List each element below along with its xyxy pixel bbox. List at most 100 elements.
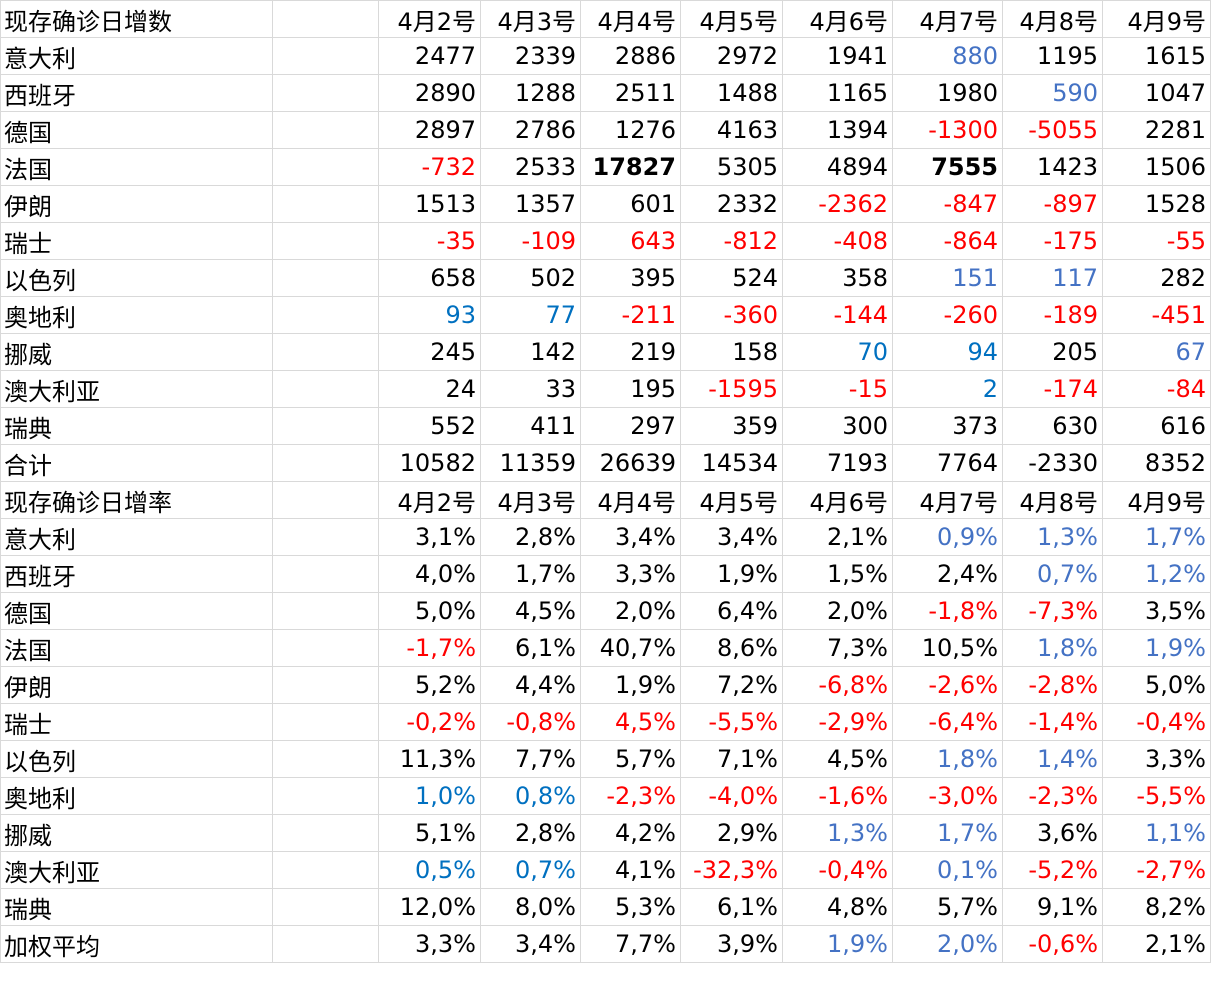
data-cell: 7,3% [782, 629, 893, 667]
header-row: 现存确诊日增率 4月2号 4月3号 4月4号 4月5号 4月6号 4月7号 4月8号 4月9号 [0, 481, 1211, 519]
data-cell: 1357 [480, 185, 581, 223]
data-cell: 7193 [782, 444, 893, 482]
data-cell: 7555 [892, 148, 1003, 186]
row-label: 德国 [0, 111, 273, 149]
column-header: 4月8号 [1002, 0, 1103, 38]
row-label: 伊朗 [0, 185, 273, 223]
data-cell: 9,1% [1002, 888, 1103, 926]
data-cell: 395 [580, 259, 681, 297]
data-cell: 2533 [480, 148, 581, 186]
data-cell: 3,4% [580, 518, 681, 556]
data-cell: 1276 [580, 111, 681, 149]
sheet-body: 现存确诊日增数 4月2号 4月3号 4月4号 4月5号 4月6号 4月7号 4月8号 4月9号意… [0, 0, 1211, 963]
data-cell: -732 [378, 148, 481, 186]
data-cell: 524 [680, 259, 783, 297]
data-cell: 17827 [580, 148, 681, 186]
data-row: 澳大利亚 0,5% 0,7% 4,1% -32,3% -0,4% 0,1% -5,2% -2,7… [0, 851, 1211, 889]
data-cell: -189 [1002, 296, 1103, 334]
data-cell: 1,2% [1102, 555, 1211, 593]
row-label: 以色列 [0, 259, 273, 297]
row-label: 意大利 [0, 37, 273, 75]
data-cell: 219 [580, 333, 681, 371]
data-cell: -1,6% [782, 777, 893, 815]
data-cell: -55 [1102, 222, 1211, 260]
data-row: 挪威 245 142 219 158 70 94 205 67 [0, 333, 1211, 371]
row-label: 西班牙 [0, 74, 273, 112]
data-row: 意大利 3,1% 2,8% 3,4% 3,4% 2,1% 0,9% 1,3% 1,7% [0, 518, 1211, 556]
data-cell: -864 [892, 222, 1003, 260]
data-cell: -0,4% [1102, 703, 1211, 741]
row-label: 奥地利 [0, 777, 273, 815]
row-label: 瑞士 [0, 222, 273, 260]
data-cell: 3,4% [480, 925, 581, 963]
empty-cell [272, 444, 379, 482]
data-cell: -2,9% [782, 703, 893, 741]
data-cell: 2,9% [680, 814, 783, 852]
data-cell: 2886 [580, 37, 681, 75]
data-cell: 1,9% [680, 555, 783, 593]
data-cell: 2890 [378, 74, 481, 112]
data-cell: -174 [1002, 370, 1103, 408]
data-cell: 24 [378, 370, 481, 408]
data-cell: 2,0% [580, 592, 681, 630]
data-cell: 5,0% [1102, 666, 1211, 704]
data-cell: 93 [378, 296, 481, 334]
data-cell: 1047 [1102, 74, 1211, 112]
data-row: 法国 -732 2533 17827 5305 4894 7555 1423 1506 [0, 148, 1211, 186]
data-cell: 373 [892, 407, 1003, 445]
data-cell: 5,0% [378, 592, 481, 630]
column-header: 4月7号 [892, 0, 1003, 38]
data-cell: 1288 [480, 74, 581, 112]
data-cell: 7,7% [580, 925, 681, 963]
data-cell: 2511 [580, 74, 681, 112]
data-cell: 3,4% [680, 518, 783, 556]
data-cell: -408 [782, 222, 893, 260]
data-row: 合计 10582 11359 26639 14534 7193 7764 -2330 8352 [0, 444, 1211, 482]
data-cell: 2,0% [892, 925, 1003, 963]
column-header: 4月2号 [378, 481, 481, 519]
data-cell: 1,0% [378, 777, 481, 815]
data-cell: 0,5% [378, 851, 481, 889]
data-cell: 1488 [680, 74, 783, 112]
data-cell: 7,2% [680, 666, 783, 704]
data-cell: -2330 [1002, 444, 1103, 482]
data-cell: 2,1% [782, 518, 893, 556]
empty-cell [272, 370, 379, 408]
data-cell: 880 [892, 37, 1003, 75]
data-cell: 4,0% [378, 555, 481, 593]
data-cell: -3,0% [892, 777, 1003, 815]
data-cell: 1195 [1002, 37, 1103, 75]
data-cell: 14534 [680, 444, 783, 482]
data-cell: 1423 [1002, 148, 1103, 186]
data-cell: 1,9% [782, 925, 893, 963]
data-cell: -175 [1002, 222, 1103, 260]
column-header: 4月8号 [1002, 481, 1103, 519]
data-cell: 1394 [782, 111, 893, 149]
row-label: 德国 [0, 592, 273, 630]
data-row: 以色列 658 502 395 524 358 151 117 282 [0, 259, 1211, 297]
data-cell: 158 [680, 333, 783, 371]
data-cell: 195 [580, 370, 681, 408]
row-label: 加权平均 [0, 925, 273, 963]
data-cell: 3,9% [680, 925, 783, 963]
data-row: 伊朗 1513 1357 601 2332 -2362 -847 -897 1528 [0, 185, 1211, 223]
data-cell: 5,2% [378, 666, 481, 704]
spreadsheet: 现存确诊日增数 4月2号 4月3号 4月4号 4月5号 4月6号 4月7号 4月8号 4月9号意… [0, 0, 1211, 963]
data-cell: 205 [1002, 333, 1103, 371]
data-cell: 1,5% [782, 555, 893, 593]
data-cell: -1,7% [378, 629, 481, 667]
data-cell: 1615 [1102, 37, 1211, 75]
section-title: 现存确诊日增率 [0, 481, 273, 519]
data-row: 瑞士 -35 -109 643 -812 -408 -864 -175 -55 [0, 222, 1211, 260]
empty-cell [272, 481, 379, 519]
row-label: 以色列 [0, 740, 273, 778]
data-cell: 3,5% [1102, 592, 1211, 630]
data-cell: -2,8% [1002, 666, 1103, 704]
data-cell: 7764 [892, 444, 1003, 482]
data-cell: 5,7% [580, 740, 681, 778]
empty-cell [272, 407, 379, 445]
data-cell: 2477 [378, 37, 481, 75]
data-cell: 2786 [480, 111, 581, 149]
data-cell: 1,9% [580, 666, 681, 704]
